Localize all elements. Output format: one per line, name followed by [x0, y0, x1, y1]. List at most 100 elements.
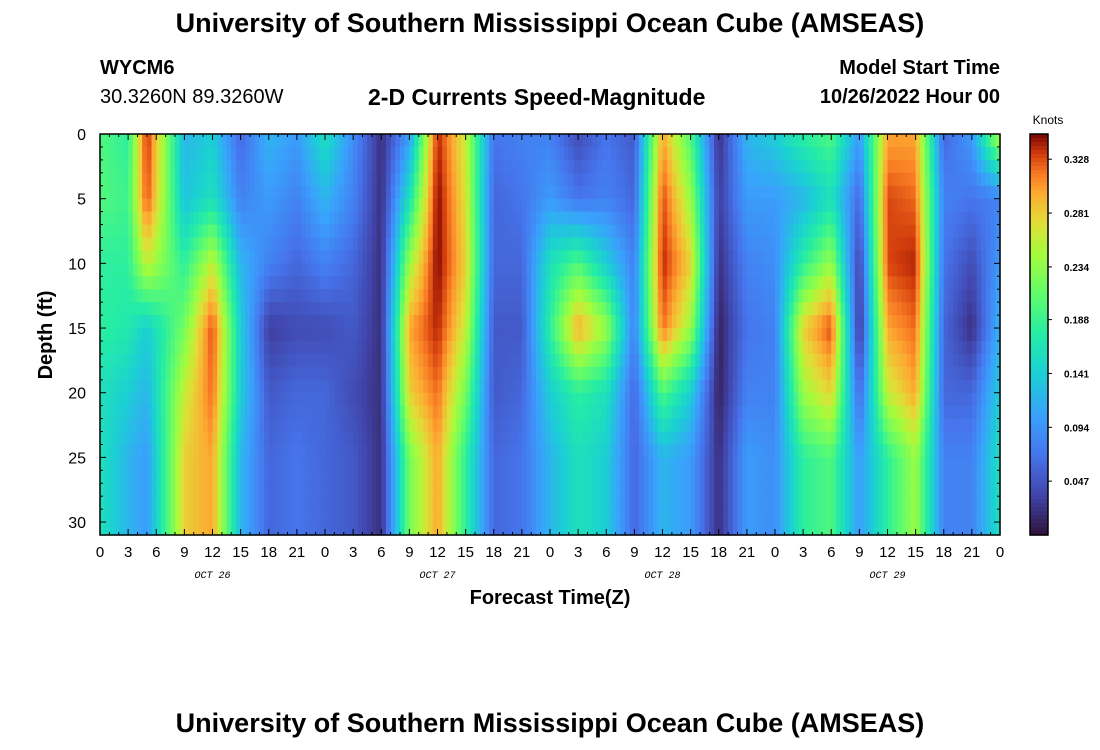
heatmap-cell — [629, 134, 635, 148]
heatmap-cell — [114, 366, 120, 381]
heatmap-cell — [475, 211, 481, 226]
heatmap-cell — [498, 159, 504, 174]
heatmap-cell — [418, 146, 425, 161]
heatmap-cell — [629, 237, 635, 252]
heatmap-cell — [221, 315, 228, 329]
heatmap-cell — [465, 276, 471, 290]
heatmap-cell — [587, 276, 593, 290]
heatmap-cell — [423, 470, 429, 484]
heatmap-cell — [775, 237, 781, 252]
heatmap-cell — [423, 509, 429, 523]
heatmap-cell — [437, 315, 443, 329]
heatmap-cell — [409, 289, 415, 303]
heatmap-cell — [475, 224, 481, 239]
heatmap-cell — [629, 250, 635, 264]
heatmap-cell — [835, 198, 842, 213]
heatmap-cell — [639, 302, 645, 316]
heatmap-cell — [357, 328, 364, 342]
heatmap-cell — [240, 496, 246, 510]
heatmap-cell — [475, 237, 481, 252]
heatmap-cell — [390, 237, 396, 252]
heatmap-cell — [315, 276, 321, 290]
heatmap-cell — [128, 185, 134, 200]
heatmap-cell — [339, 405, 345, 420]
heatmap-cell — [325, 224, 331, 239]
heatmap-cell — [207, 431, 214, 446]
heatmap-cell — [353, 328, 359, 342]
heatmap-cell — [737, 379, 743, 394]
heatmap-cell — [821, 340, 828, 355]
heatmap-cell — [240, 470, 246, 484]
heatmap-cell — [235, 366, 242, 381]
heatmap-cell — [760, 289, 767, 303]
heatmap-cell — [685, 134, 692, 148]
heatmap-cell — [714, 315, 720, 329]
heatmap-cell — [404, 431, 410, 446]
heatmap-cell — [826, 315, 832, 329]
heatmap-cell — [704, 483, 710, 497]
heatmap-cell — [835, 328, 842, 342]
heatmap-cell — [334, 211, 340, 226]
heatmap-cell — [390, 418, 396, 433]
heatmap-cell — [334, 496, 340, 510]
heatmap-cell — [648, 522, 654, 536]
heatmap-cell — [615, 457, 621, 471]
heatmap-cell — [507, 224, 514, 239]
heatmap-cell — [240, 405, 246, 420]
heatmap-cell — [179, 379, 185, 394]
heatmap-cell — [123, 353, 129, 368]
heatmap-cell — [226, 276, 232, 290]
heatmap-cell — [306, 134, 312, 148]
heatmap-cell — [770, 250, 776, 264]
heatmap-cell — [826, 185, 832, 200]
heatmap-cell — [123, 302, 129, 316]
heatmap-cell — [667, 185, 673, 200]
heatmap-cell — [128, 353, 134, 368]
heatmap-cell — [442, 496, 448, 510]
heatmap-cell — [765, 276, 771, 290]
heatmap-cell — [460, 172, 467, 187]
heatmap-cell — [273, 250, 279, 264]
heatmap-cell — [489, 353, 495, 368]
heatmap-cell — [756, 289, 762, 303]
heatmap-cell — [207, 328, 214, 342]
heatmap-cell — [845, 392, 851, 407]
heatmap-cell — [746, 509, 753, 523]
heatmap-cell — [109, 496, 115, 510]
heatmap-cell — [123, 340, 129, 355]
heatmap-cell — [339, 328, 345, 342]
heatmap-cell — [765, 444, 771, 458]
heatmap-cell — [296, 134, 303, 148]
heatmap-cell — [212, 496, 218, 510]
heatmap-cell — [470, 379, 476, 394]
heatmap-cell — [146, 522, 153, 536]
heatmap-cell — [231, 211, 237, 226]
heatmap-cell — [489, 496, 495, 510]
heatmap-cell — [245, 340, 251, 355]
heatmap-cell — [343, 509, 350, 523]
heatmap-cell — [165, 328, 171, 342]
heatmap-cell — [123, 483, 129, 497]
heatmap-cell — [264, 522, 270, 536]
heatmap-cell — [432, 366, 439, 381]
heatmap-cell — [306, 211, 312, 226]
heatmap-cell — [751, 302, 757, 316]
heatmap-cell — [250, 289, 256, 303]
heatmap-cell — [329, 185, 335, 200]
heatmap-cell — [301, 340, 307, 355]
heatmap-cell — [517, 444, 523, 458]
heatmap-cell — [742, 392, 748, 407]
heatmap-cell — [437, 134, 443, 148]
heatmap-cell — [587, 289, 593, 303]
heatmap-cell — [578, 379, 584, 394]
heatmap-cell — [160, 353, 167, 368]
heatmap-cell — [114, 522, 120, 536]
heatmap-cell — [442, 198, 448, 213]
heatmap-cell — [840, 483, 846, 497]
heatmap-cell — [714, 522, 720, 536]
heatmap-cell — [840, 315, 846, 329]
heatmap-cell — [512, 431, 518, 446]
heatmap-cell — [381, 198, 387, 213]
heatmap-cell — [212, 185, 218, 200]
heatmap-cell — [746, 522, 753, 536]
